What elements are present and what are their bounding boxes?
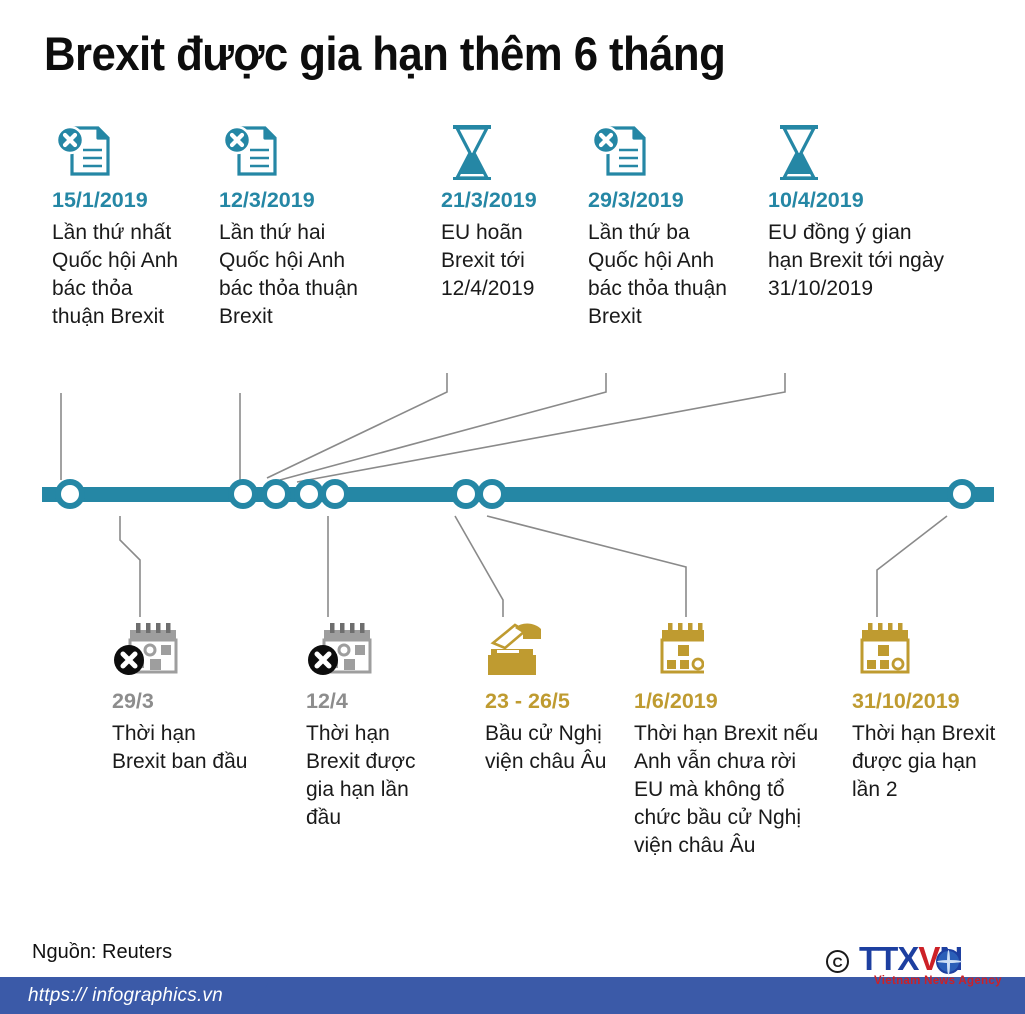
source-label: Nguồn: Reuters xyxy=(32,941,173,963)
calendar-x-icon xyxy=(306,617,426,679)
document-x-icon xyxy=(219,118,367,180)
top-event-4: 29/3/2019 Lần thứ ba Quốc hội Anh bác th… xyxy=(588,118,728,331)
bottom-event-desc: Bầu cử Nghị viện châu Âu xyxy=(485,722,607,773)
top-event-date: 21/3/2019 xyxy=(441,188,537,212)
bottom-event-4: 1/6/2019 Thời hạn Brexit nếu Anh vẫn chư… xyxy=(634,617,824,860)
calendar-x-icon xyxy=(112,617,252,679)
hourglass-icon xyxy=(768,118,950,181)
calendar-icon xyxy=(852,617,997,679)
top-event-1: 15/1/2019 Lần thứ nhất Quốc hội Anh bác … xyxy=(52,118,187,331)
top-event-3: 21/3/2019 EU hoãn Brexit tới 12/4/2019 xyxy=(441,118,561,303)
bottom-event-2: 12/4 Thời hạn Brexit được gia hạn lần đầ… xyxy=(306,617,426,832)
ttxvn-logo: C TTXVN Vietnam News Agency xyxy=(826,941,1008,987)
timeline-dot[interactable] xyxy=(477,479,507,509)
calendar-icon xyxy=(634,617,824,679)
timeline-bar xyxy=(42,487,994,502)
bottom-event-5: 31/10/2019 Thời hạn Brexit được gia hạn … xyxy=(852,617,997,804)
logo-v: V xyxy=(918,940,940,977)
bottom-event-desc: Thời hạn Brexit ban đầu xyxy=(112,722,248,773)
document-x-icon xyxy=(588,118,728,180)
bottom-event-date: 29/3 xyxy=(112,689,154,713)
page-title: Brexit được gia hạn thêm 6 tháng xyxy=(44,27,726,80)
bottom-event-1: 29/3 Thời hạn Brexit ban đầu xyxy=(112,617,252,776)
top-event-desc: Lần thứ ba Quốc hội Anh bác thỏa thuận B… xyxy=(588,221,727,328)
top-event-date: 10/4/2019 xyxy=(768,188,864,212)
top-event-desc: EU hoãn Brexit tới 12/4/2019 xyxy=(441,221,535,300)
bottom-event-desc: Thời hạn Brexit được gia hạn lần 2 xyxy=(852,722,996,801)
copyright-icon: C xyxy=(826,950,849,973)
bottom-event-desc: Thời hạn Brexit được gia hạn lần đầu xyxy=(306,722,416,829)
document-x-icon xyxy=(52,118,187,180)
agency-name: Vietnam News Agency xyxy=(874,975,1002,987)
bottom-event-date: 31/10/2019 xyxy=(852,689,960,713)
timeline-dot[interactable] xyxy=(55,479,85,509)
timeline-dot[interactable] xyxy=(261,479,291,509)
top-event-desc: Lần thứ hai Quốc hội Anh bác thỏa thuận … xyxy=(219,221,358,328)
url-text[interactable]: https:// infographics.vn xyxy=(28,985,223,1006)
url-banner-tab xyxy=(0,977,271,1014)
top-event-2: 12/3/2019 Lần thứ hai Quốc hội Anh bác t… xyxy=(219,118,367,331)
top-event-desc: EU đồng ý gian hạn Brexit tới ngày 31/10… xyxy=(768,221,945,300)
ballot-box-icon xyxy=(485,617,607,679)
bottom-event-date: 1/6/2019 xyxy=(634,689,718,713)
top-event-desc: Lần thứ nhất Quốc hội Anh bác thỏa thuận… xyxy=(52,221,179,328)
hourglass-icon xyxy=(441,118,561,181)
bottom-event-date: 23 - 26/5 xyxy=(485,689,570,713)
timeline-dot[interactable] xyxy=(228,479,258,509)
logo-ttx: TTX xyxy=(859,940,919,977)
bottom-event-desc: Thời hạn Brexit nếu Anh vẫn chưa rời EU … xyxy=(634,722,819,857)
top-event-date: 12/3/2019 xyxy=(219,188,315,212)
top-event-date: 15/1/2019 xyxy=(52,188,148,212)
globe-icon xyxy=(936,949,962,975)
top-event-date: 29/3/2019 xyxy=(588,188,684,212)
timeline-dot[interactable] xyxy=(320,479,350,509)
top-event-5: 10/4/2019 EU đồng ý gian hạn Brexit tới … xyxy=(768,118,950,303)
timeline-dot[interactable] xyxy=(947,479,977,509)
bottom-event-date: 12/4 xyxy=(306,689,348,713)
bottom-event-3: 23 - 26/5 Bầu cử Nghị viện châu Âu xyxy=(485,617,607,776)
